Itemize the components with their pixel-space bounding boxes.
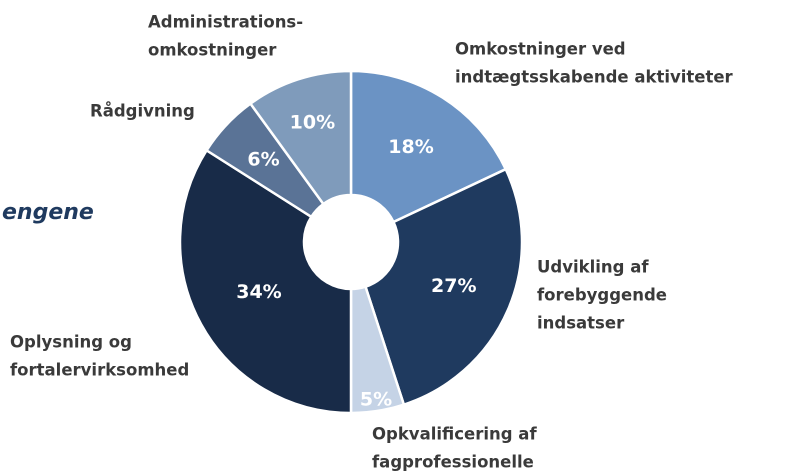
category-label: Opkvalificering af [372, 425, 537, 444]
category-label: Rådgivning [90, 102, 195, 121]
value-label: 34% [236, 281, 281, 303]
category-label: indtægtsskabende aktiviteter [455, 68, 734, 87]
category-label: Oplysning og [10, 333, 132, 352]
category-label: Udvikling af [537, 258, 649, 277]
category-label: forebyggende [537, 286, 667, 305]
slice [248, 69, 353, 206]
category-label: omkostninger [148, 41, 277, 60]
category-label: Administrations- [148, 13, 303, 32]
category-label: Omkostninger ved [455, 40, 626, 59]
value-label: 10% [290, 112, 335, 134]
value-label: 5% [360, 389, 392, 411]
heading: engene [2, 200, 94, 225]
value-label: 18% [388, 136, 433, 158]
value-label: 27% [431, 275, 476, 297]
slice [363, 167, 524, 407]
category-label: fortalervirksomhed [10, 361, 189, 380]
category-label: fagprofessionelle [372, 453, 534, 472]
category-label: indsatser [537, 314, 625, 333]
slice [349, 69, 508, 224]
value-label: 6% [247, 148, 279, 170]
